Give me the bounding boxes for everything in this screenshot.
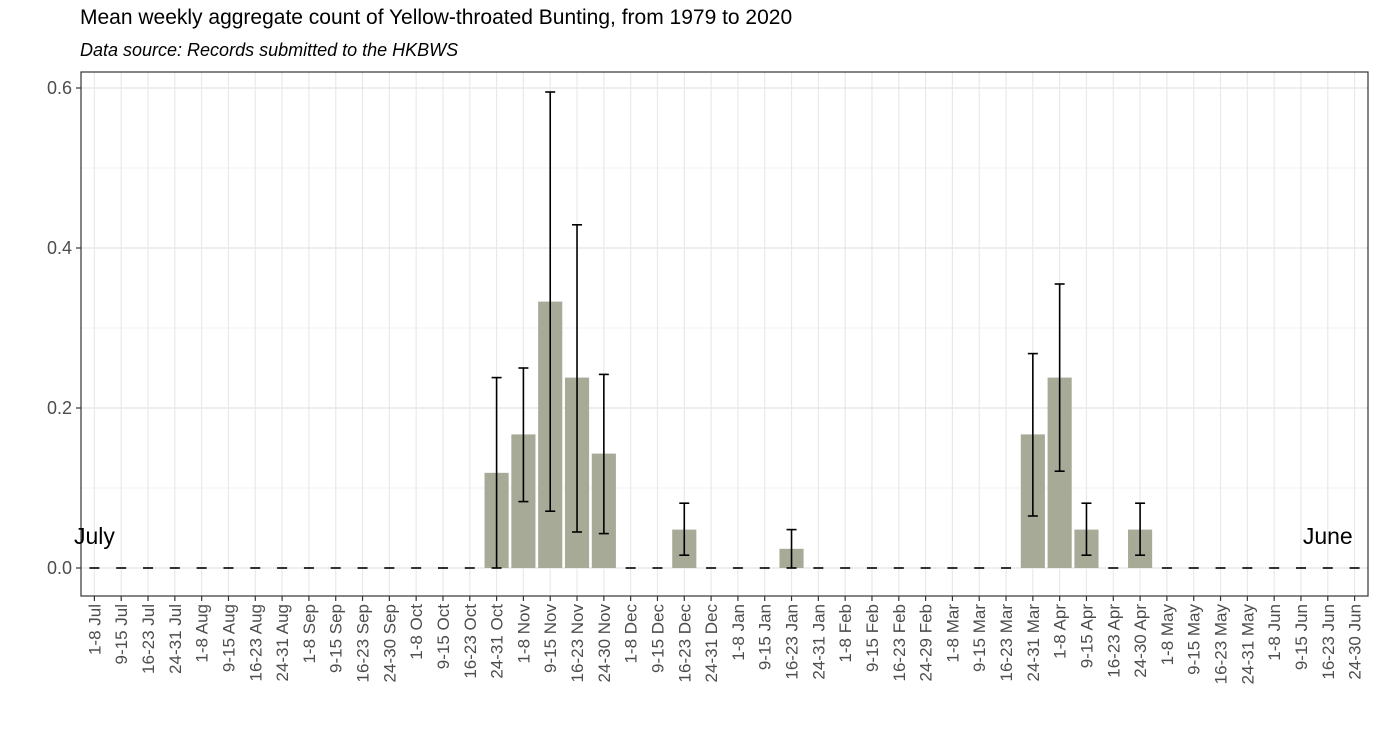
x-tick-label: 24-30 Nov (595, 604, 614, 683)
x-tick-label: 16-23 Apr (1104, 604, 1123, 678)
x-tick-label: 16-23 May (1212, 604, 1231, 685)
plot-background (81, 72, 1368, 596)
error-bar (786, 528, 797, 569)
x-tick-label: 9-15 Mar (970, 604, 989, 672)
x-tick-label: 24-30 Jun (1346, 604, 1365, 680)
annotation-label: July (74, 523, 115, 549)
error-bar (1027, 352, 1038, 517)
x-tick-label: 9-15 Nov (541, 604, 560, 673)
y-tick-label: 0.4 (47, 238, 72, 258)
x-tick-label: 1-8 Aug (193, 604, 212, 663)
x-tick-label: 24-31 Jul (166, 604, 185, 674)
x-tick-label: 16-23 Feb (890, 604, 909, 682)
x-tick-label: 24-30 Apr (1131, 604, 1150, 678)
chart-subtitle: Data source: Records submitted to the HK… (80, 40, 459, 60)
x-tick-label: 1-8 Jan (729, 604, 748, 661)
error-bar (1054, 283, 1065, 473)
x-tick-label: 24-31 Aug (273, 604, 292, 682)
error-bar (679, 502, 690, 557)
x-tick-label: 9-15 Dec (648, 604, 667, 673)
x-tick-label: 1-8 Feb (836, 604, 855, 663)
error-bar (545, 91, 556, 513)
x-tick-label: 9-15 Feb (863, 604, 882, 672)
x-tick-label: 9-15 Jan (756, 604, 775, 670)
x-tick-label: 16-23 Mar (997, 604, 1016, 682)
x-tick-label: 9-15 May (1185, 604, 1204, 675)
x-tick-label: 1-8 Sep (300, 604, 319, 664)
x-tick-label: 16-23 Nov (568, 604, 587, 683)
x-tick-label: 24-31 May (1238, 604, 1257, 685)
x-tick-label: 9-15 Jun (1292, 604, 1311, 670)
error-bar (572, 224, 583, 533)
x-tick-label: 16-23 Jul (139, 604, 158, 674)
x-tick-label: 16-23 Sep (354, 604, 373, 682)
x-tick-label: 1-8 Mar (943, 604, 962, 663)
x-tick-label: 9-15 Sep (327, 604, 346, 673)
error-bar (1135, 502, 1146, 557)
x-tick-label: 1-8 Jun (1265, 604, 1284, 661)
chart-title: Mean weekly aggregate count of Yellow-th… (80, 6, 793, 29)
x-tick-label: 1-8 Oct (407, 604, 426, 660)
x-tick-label: 24-31 Mar (1024, 604, 1043, 682)
y-tick-label: 0.0 (47, 558, 72, 578)
annotation-label: June (1303, 523, 1353, 549)
y-tick-label: 0.6 (47, 78, 72, 98)
x-tick-label: 9-15 Aug (219, 604, 238, 672)
x-tick-label: 1-8 Apr (1051, 604, 1070, 659)
x-tick-label: 24-31 Jan (809, 604, 828, 680)
x-tick-label: 1-8 May (1158, 604, 1177, 666)
error-bar (518, 367, 529, 503)
x-tick-label: 1-8 Jul (85, 604, 104, 655)
x-tick-label: 9-15 Jul (112, 604, 131, 664)
y-tick-label: 0.2 (47, 398, 72, 418)
x-tick-label: 16-23 Oct (461, 604, 480, 679)
x-tick-label: 16-23 Jun (1319, 604, 1338, 680)
x-tick-label: 24-31 Oct (488, 604, 507, 679)
x-tick-label: 24-30 Sep (380, 604, 399, 682)
error-bar (1081, 502, 1092, 557)
x-tick-label: 16-23 Dec (675, 604, 694, 683)
x-tick-label: 1-8 Nov (514, 604, 533, 664)
x-tick-label: 16-23 Aug (246, 604, 265, 682)
x-tick-label: 16-23 Jan (783, 604, 802, 680)
x-tick-label: 24-31 Dec (702, 604, 721, 683)
x-tick-label: 9-15 Apr (1077, 604, 1096, 669)
plot-border (80, 71, 1369, 597)
x-tick-label: 24-29 Feb (917, 604, 936, 682)
x-tick-label: 1-8 Dec (622, 604, 641, 664)
x-tick-label: 9-15 Oct (434, 604, 453, 669)
error-bar (491, 376, 502, 569)
error-bar (598, 373, 609, 535)
